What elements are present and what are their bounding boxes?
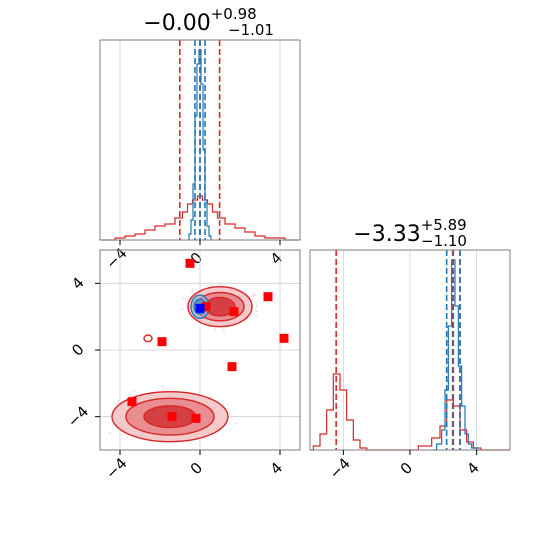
x-tick-label: −4 — [102, 244, 130, 272]
markers — [127, 258, 289, 423]
red-square-marker — [157, 337, 167, 347]
sample-point — [255, 305, 258, 308]
sample-point — [191, 291, 193, 294]
sample-point — [229, 428, 232, 431]
sample-point — [181, 308, 184, 311]
red-square-marker — [227, 362, 237, 372]
red-square-marker — [263, 292, 273, 302]
marginal-title-param-1: −0.00+0.98 — [143, 5, 256, 36]
sample-point — [130, 394, 132, 397]
red-square-marker — [185, 258, 195, 268]
red-square-marker — [191, 413, 201, 423]
sample-point — [161, 385, 164, 388]
sample-point — [218, 283, 221, 286]
sample-point — [255, 310, 258, 313]
sample-point — [252, 292, 255, 295]
sample-point — [117, 400, 120, 402]
quantile-lines — [335, 250, 461, 450]
sample-point — [244, 320, 247, 322]
x-tick-label: 0 — [397, 459, 416, 478]
marginal-histogram-param-2: −4 0 4 −3.33+5.89 −1.10 — [309, 216, 511, 483]
blue-square-marker — [195, 303, 205, 313]
sample-point — [108, 431, 111, 434]
histogram-red-step — [100, 195, 300, 241]
sample-point — [185, 297, 187, 299]
sample-point — [254, 294, 257, 297]
grid — [342, 250, 478, 450]
red-square-marker — [201, 302, 211, 312]
sample-point — [208, 284, 211, 287]
sample-point — [125, 437, 128, 439]
quantile-lines — [179, 40, 221, 240]
sample-point — [214, 328, 216, 331]
sample-point — [222, 328, 225, 331]
x-ticks: −4 0 4 — [326, 450, 483, 483]
red-square-marker — [167, 412, 177, 422]
x-ticks: −4 0 4 — [102, 450, 286, 483]
title-value: −3.33 — [353, 222, 420, 247]
title-value: −0.00 — [143, 11, 210, 36]
title-upper-error: +0.98 — [211, 5, 257, 23]
sample-point — [254, 308, 257, 311]
x-tick-label: 4 — [267, 459, 286, 478]
sample-point — [205, 437, 208, 440]
title-lower-error: −1.01 — [228, 21, 274, 39]
histogram-blue-step — [433, 259, 480, 451]
x-tick-label: 4 — [463, 459, 482, 478]
x-tick-label: 4 — [267, 249, 286, 268]
sample-point — [255, 314, 258, 317]
y-tick-label: 4 — [68, 274, 87, 293]
sample-point — [205, 284, 208, 287]
y-tick-label: 0 — [68, 340, 87, 359]
sample-point — [185, 305, 188, 308]
sample-point — [191, 289, 194, 291]
sample-point — [244, 290, 247, 292]
y-tick-label: −4 — [64, 402, 92, 430]
x-tick-label: 0 — [187, 459, 206, 478]
sample-point — [234, 422, 237, 425]
red-square-marker — [279, 333, 289, 343]
y-ticks: −4 0 4 — [64, 274, 100, 431]
contour-red-level-1 — [143, 334, 153, 343]
marginal-title-param-2: −3.33+5.89 — [353, 216, 466, 247]
sample-point — [211, 284, 214, 286]
sample-point — [132, 390, 135, 392]
sample-point — [252, 294, 255, 297]
x-tick-label: −4 — [326, 454, 354, 482]
sample-point — [223, 284, 225, 287]
red-square-marker — [127, 397, 137, 407]
red-square-marker — [229, 307, 239, 317]
marginal-histogram-param-1: −4 0 4 −0.00+0.98 −1.01 — [99, 5, 301, 273]
sample-point — [182, 297, 185, 300]
title-upper-error: +5.89 — [421, 216, 467, 234]
sample-point — [210, 396, 213, 399]
title-lower-error: −1.10 — [421, 232, 467, 250]
x-tick-label: −4 — [102, 454, 130, 482]
joint-scatter-param-1-param-2: −4 0 4 −4 0 4 — [64, 249, 301, 483]
